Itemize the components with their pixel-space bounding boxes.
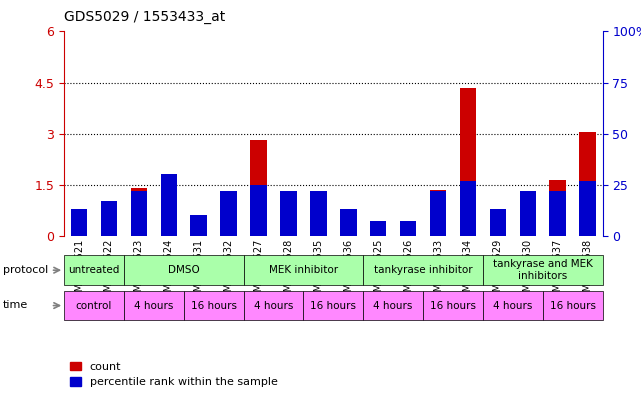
Text: control: control	[76, 301, 112, 310]
Bar	[363, 255, 483, 285]
Bar	[221, 191, 237, 236]
Bar	[160, 174, 177, 236]
Bar	[101, 201, 117, 236]
Bar	[101, 229, 117, 236]
Bar	[543, 291, 603, 320]
Bar	[429, 190, 446, 236]
Bar	[131, 191, 147, 236]
Bar	[460, 88, 476, 236]
Bar	[280, 191, 297, 236]
Bar	[131, 188, 147, 236]
Bar	[71, 231, 87, 236]
Text: 16 hours: 16 hours	[430, 301, 476, 310]
Bar	[483, 255, 603, 285]
Text: 16 hours: 16 hours	[190, 301, 237, 310]
Bar	[244, 255, 363, 285]
Text: tankyrase and MEK
inhibitors: tankyrase and MEK inhibitors	[493, 259, 593, 281]
Bar	[221, 232, 237, 236]
Bar	[429, 191, 446, 236]
Bar	[190, 233, 207, 236]
Text: MEK inhibitor: MEK inhibitor	[269, 265, 338, 275]
Bar	[483, 291, 543, 320]
Text: 16 hours: 16 hours	[549, 301, 595, 310]
Bar	[244, 291, 303, 320]
Bar	[549, 191, 566, 236]
Bar	[310, 226, 326, 236]
Bar	[64, 255, 124, 285]
Bar	[519, 193, 536, 236]
Bar	[340, 231, 356, 236]
Bar	[184, 291, 244, 320]
Text: 4 hours: 4 hours	[374, 301, 413, 310]
Bar	[490, 209, 506, 236]
Bar	[250, 140, 267, 236]
Bar	[490, 230, 506, 236]
Bar	[340, 209, 356, 236]
Text: protocol: protocol	[3, 265, 49, 275]
Bar	[160, 185, 177, 236]
Bar	[400, 233, 417, 236]
Text: 16 hours: 16 hours	[310, 301, 356, 310]
Bar	[423, 291, 483, 320]
Text: 4 hours: 4 hours	[134, 301, 174, 310]
Text: 4 hours: 4 hours	[493, 301, 533, 310]
Text: GDS5029 / 1553433_at: GDS5029 / 1553433_at	[64, 10, 226, 24]
Text: time: time	[3, 300, 28, 310]
Bar	[370, 233, 387, 236]
Bar	[124, 291, 184, 320]
Bar	[400, 222, 417, 236]
Bar	[124, 255, 244, 285]
Text: untreated: untreated	[69, 265, 120, 275]
Bar	[363, 291, 423, 320]
Bar	[579, 132, 596, 236]
Bar	[190, 215, 207, 236]
Bar	[303, 291, 363, 320]
Bar	[579, 181, 596, 236]
Bar	[519, 191, 536, 236]
Bar	[250, 185, 267, 236]
Bar	[310, 191, 326, 236]
Bar	[460, 181, 476, 236]
Bar	[370, 222, 387, 236]
Text: 4 hours: 4 hours	[254, 301, 293, 310]
Text: tankyrase inhibitor: tankyrase inhibitor	[374, 265, 472, 275]
Bar	[71, 209, 87, 236]
Text: DMSO: DMSO	[168, 265, 199, 275]
Bar	[549, 180, 566, 236]
Bar	[64, 291, 124, 320]
Bar	[280, 191, 297, 236]
Legend: count, percentile rank within the sample: count, percentile rank within the sample	[70, 362, 278, 387]
